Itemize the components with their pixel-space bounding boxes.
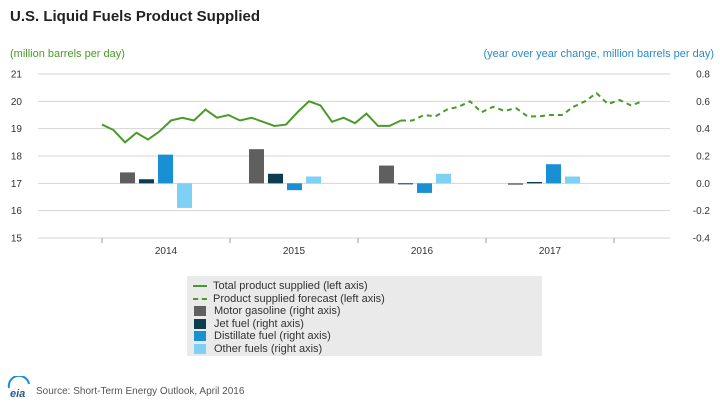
x-tick-label: 2016: [411, 246, 434, 257]
legend-label: Distillate fuel (right axis): [214, 330, 331, 343]
legend-label: Jet fuel (right axis): [214, 317, 304, 330]
bar-1-1: [268, 173, 283, 184]
left-tick-label: 18: [11, 152, 23, 163]
right-axis-unit: (year over year change, million barrels …: [483, 48, 715, 60]
legend-swatch: [193, 297, 207, 300]
bar-1-0: [139, 179, 154, 184]
right-tick-label: -0.4: [693, 234, 711, 245]
legend-label: Product supplied forecast (left axis): [213, 292, 385, 305]
total-supplied-line: [101, 100, 402, 144]
legend-swatch: [193, 285, 207, 288]
bar-3-2: [436, 173, 451, 184]
legend-item: Distillate fuel (right axis): [193, 330, 542, 343]
bar-1-2: [398, 183, 413, 185]
eia-logo-text: eia: [10, 388, 25, 400]
bar-1-3: [527, 181, 542, 184]
right-tick-label: 0.6: [696, 97, 710, 108]
right-axis-ticks: -0.4 -0.2 0.0 0.2 0.4 0.6 0.8: [693, 70, 711, 245]
legend-item: Motor gasoline (right axis): [193, 305, 542, 318]
left-tick-label: 15: [11, 234, 23, 245]
legend-item: Other fuels (right axis): [193, 343, 542, 356]
left-tick-label: 17: [11, 179, 23, 190]
bar-0-2: [379, 165, 394, 184]
bar-0-1: [249, 149, 264, 184]
right-tick-label: 0.0: [696, 179, 710, 190]
source-note: Source: Short-Term Energy Outlook, April…: [36, 386, 245, 397]
legend-item: Jet fuel (right axis): [193, 318, 542, 331]
right-tick-label: 0.2: [696, 152, 710, 163]
left-axis-unit: (million barrels per day): [10, 48, 125, 60]
legend-label: Motor gasoline (right axis): [214, 305, 341, 318]
legend-item: Total product supplied (left axis): [193, 280, 542, 293]
bar-3-0: [177, 183, 192, 208]
x-tick-label: 2015: [283, 246, 306, 257]
left-tick-label: 20: [11, 97, 23, 108]
forecast-line: [401, 91, 643, 122]
legend-label: Total product supplied (left axis): [213, 280, 368, 293]
x-tick-label: 2014: [155, 246, 178, 257]
chart-title: U.S. Liquid Fuels Product Supplied: [10, 8, 261, 25]
left-axis-ticks: 15 16 17 18 19 20 21: [11, 70, 23, 245]
x-tick-label: 2017: [539, 246, 562, 257]
legend-label: Other fuels (right axis): [214, 342, 323, 355]
right-tick-label: -0.2: [693, 206, 711, 217]
legend-swatch: [194, 306, 206, 317]
bar-3-1: [306, 176, 321, 184]
legend-swatch: [194, 318, 206, 329]
bar-2-2: [417, 183, 432, 193]
bar-0-0: [120, 172, 135, 184]
left-tick-label: 21: [11, 70, 23, 81]
legend-swatch: [194, 343, 206, 354]
legend: Total product supplied (left axis) Produc…: [187, 276, 542, 356]
eia-logo: eia: [7, 376, 30, 400]
legend-item: Product supplied forecast (left axis): [193, 293, 542, 306]
left-tick-label: 16: [11, 206, 23, 217]
line-marks: [101, 91, 643, 144]
legend-swatch: [194, 331, 206, 342]
bar-3-3: [565, 176, 580, 184]
x-axis: 2014 2015 2016 2017: [101, 238, 615, 257]
right-tick-label: 0.4: [696, 124, 710, 135]
bar-2-3: [546, 164, 561, 184]
bar-0-3: [508, 183, 523, 185]
left-tick-label: 19: [11, 124, 23, 135]
right-tick-label: 0.8: [696, 70, 710, 81]
bar-marks: [120, 149, 580, 208]
grid-lines: [38, 73, 670, 239]
bar-2-0: [158, 154, 173, 184]
bar-2-1: [287, 183, 302, 191]
